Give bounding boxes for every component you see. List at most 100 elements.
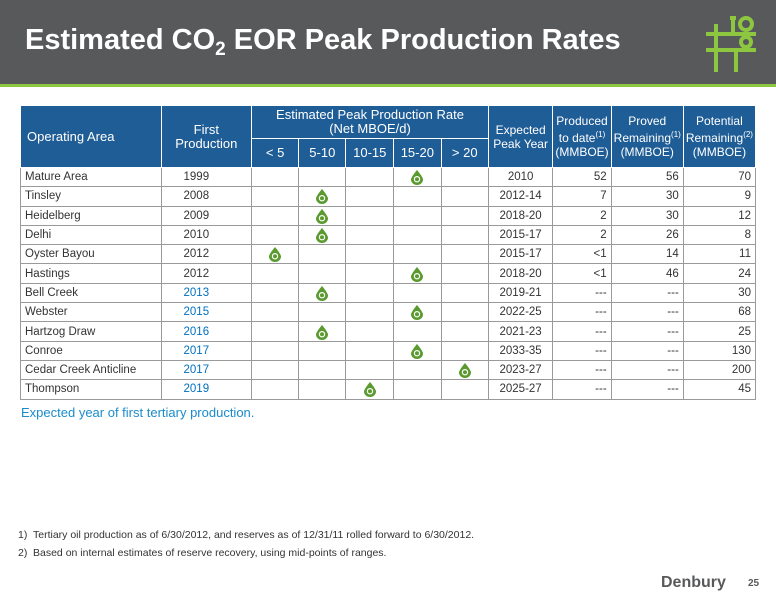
- table-row: Webster 2015 2022-25 --- --- 68: [20, 302, 757, 323]
- cell-first-production: 2013: [160, 282, 253, 304]
- cell-expected-peak-year: 2018-20: [487, 205, 554, 226]
- table-row: Tinsley 2008 2012-14 7 30 9: [20, 186, 757, 207]
- title-subscript: 2: [215, 39, 226, 60]
- cell-operating-area: Bell Creek: [20, 282, 162, 304]
- produced-unit: (MMBOE): [555, 145, 609, 159]
- cell-rate-bin: [298, 224, 347, 246]
- cell-rate-bin: [298, 282, 347, 304]
- cell-produced-to-date: <1: [552, 263, 612, 284]
- cell-proved-remaining: 30: [610, 205, 684, 226]
- cell-potential-remaining: 200: [682, 359, 757, 381]
- cell-rate-bin: [251, 340, 300, 361]
- cell-expected-peak-year: 2033-35: [487, 340, 554, 361]
- cell-rate-bin: [298, 321, 347, 342]
- table-body: Mature Area 1999 2010 52 56 70 Tinsley 2008 2012…: [20, 166, 757, 400]
- cell-rate-bin: [345, 166, 395, 188]
- cell-first-production: 2015: [160, 302, 253, 323]
- cell-operating-area: Tinsley: [20, 186, 162, 207]
- cell-potential-remaining: 45: [682, 379, 757, 400]
- pumpjack-icon: [706, 16, 756, 72]
- cell-potential-remaining: 130: [682, 340, 757, 361]
- cell-rate-bin: [298, 302, 347, 323]
- table-row: Mature Area 1999 2010 52 56 70: [20, 166, 757, 188]
- cell-operating-area: Oyster Bayou: [20, 244, 162, 265]
- cell-potential-remaining: 11: [682, 244, 757, 265]
- cell-operating-area: Delhi: [20, 224, 162, 246]
- cell-rate-bin: [393, 263, 442, 284]
- cell-produced-to-date: ---: [552, 282, 612, 304]
- cell-rate-bin: [345, 379, 395, 400]
- cell-rate-bin: [440, 359, 489, 381]
- cell-rate-bin: [345, 186, 395, 207]
- footnote-1-number: 1): [18, 529, 28, 541]
- header-bin-5-10: 5-10: [298, 138, 347, 168]
- cell-rate-bin: [251, 166, 300, 188]
- cell-first-production: 2017: [160, 340, 253, 361]
- cell-rate-bin: [440, 379, 489, 400]
- slide-title: Estimated CO2 EOR Peak Production Rates: [25, 24, 621, 61]
- cell-potential-remaining: 9: [682, 186, 757, 207]
- cell-rate-bin: [393, 340, 442, 361]
- cell-proved-remaining: 26: [610, 224, 684, 246]
- header-peak-rate-line1: Estimated Peak Production Rate: [276, 107, 464, 122]
- cell-produced-to-date: 52: [552, 166, 612, 188]
- cell-rate-bin: [393, 302, 442, 323]
- cell-rate-bin: [298, 244, 347, 265]
- cell-produced-to-date: 7: [552, 186, 612, 207]
- cell-expected-peak-year: 2015-17: [487, 244, 554, 265]
- cell-first-production: 2019: [160, 379, 253, 400]
- cell-rate-bin: [298, 359, 347, 381]
- footnote-2-number: 2): [18, 547, 28, 559]
- footnote-2: 2) Based on internal estimates of reserve…: [18, 547, 474, 559]
- cell-operating-area: Webster: [20, 302, 162, 323]
- cell-rate-bin: [298, 205, 347, 226]
- header-produced-to-date: Produced to date(1) (MMBOE): [552, 105, 612, 168]
- cell-produced-to-date: 2: [552, 224, 612, 246]
- denbury-logo: Denbury: [661, 574, 731, 596]
- cell-rate-bin: [345, 302, 395, 323]
- table-row: Hastings 2012 2018-20 <1 46 24: [20, 263, 757, 284]
- cell-operating-area: Thompson: [20, 379, 162, 400]
- production-rates-table: Operating Area First Production Estimate…: [20, 105, 757, 400]
- cell-first-production: 1999: [160, 166, 253, 188]
- oil-drop-icon: [411, 170, 424, 186]
- cell-produced-to-date: ---: [552, 359, 612, 381]
- cell-expected-peak-year: 2023-27: [487, 359, 554, 381]
- cell-operating-area: Mature Area: [20, 166, 162, 188]
- cell-proved-remaining: ---: [610, 379, 684, 400]
- oil-drop-icon: [316, 285, 329, 301]
- title-rest: EOR Peak Production Rates: [225, 24, 621, 56]
- table-row: Cedar Creek Anticline 2017 2023-27 --- --- 20…: [20, 359, 757, 381]
- header-proved-remaining: Proved Remaining(1) (MMBOE): [610, 105, 684, 168]
- cell-rate-bin: [440, 166, 489, 188]
- cell-operating-area: Heidelberg: [20, 205, 162, 226]
- cell-rate-bin: [298, 186, 347, 207]
- cell-expected-peak-year: 2019-21: [487, 282, 554, 304]
- footnote-1-text: Tertiary oil production as of 6/30/2012,…: [33, 529, 475, 541]
- oil-drop-icon: [316, 208, 329, 224]
- oil-drop-icon: [269, 247, 282, 263]
- cell-rate-bin: [251, 186, 300, 207]
- cell-rate-bin: [393, 359, 442, 381]
- cell-proved-remaining: 56: [610, 166, 684, 188]
- cell-operating-area: Conroe: [20, 340, 162, 361]
- cell-expected-peak-year: 2015-17: [487, 224, 554, 246]
- cell-produced-to-date: <1: [552, 244, 612, 265]
- cell-expected-peak-year: 2025-27: [487, 379, 554, 400]
- cell-rate-bin: [345, 321, 395, 342]
- table-row: Conroe 2017 2033-35 --- --- 130: [20, 340, 757, 361]
- cell-potential-remaining: 8: [682, 224, 757, 246]
- title-bar: Estimated CO2 EOR Peak Production Rates: [0, 0, 776, 84]
- cell-proved-remaining: 14: [610, 244, 684, 265]
- cell-produced-to-date: ---: [552, 321, 612, 342]
- cell-rate-bin: [251, 359, 300, 381]
- cell-first-production: 2012: [160, 263, 253, 284]
- cell-rate-bin: [393, 166, 442, 188]
- cell-rate-bin: [345, 224, 395, 246]
- header-operating-area: Operating Area: [20, 105, 162, 168]
- cell-produced-to-date: ---: [552, 340, 612, 361]
- cell-first-production: 2010: [160, 224, 253, 246]
- cell-potential-remaining: 24: [682, 263, 757, 284]
- cell-rate-bin: [298, 379, 347, 400]
- produced-label: Produced to date: [556, 114, 608, 145]
